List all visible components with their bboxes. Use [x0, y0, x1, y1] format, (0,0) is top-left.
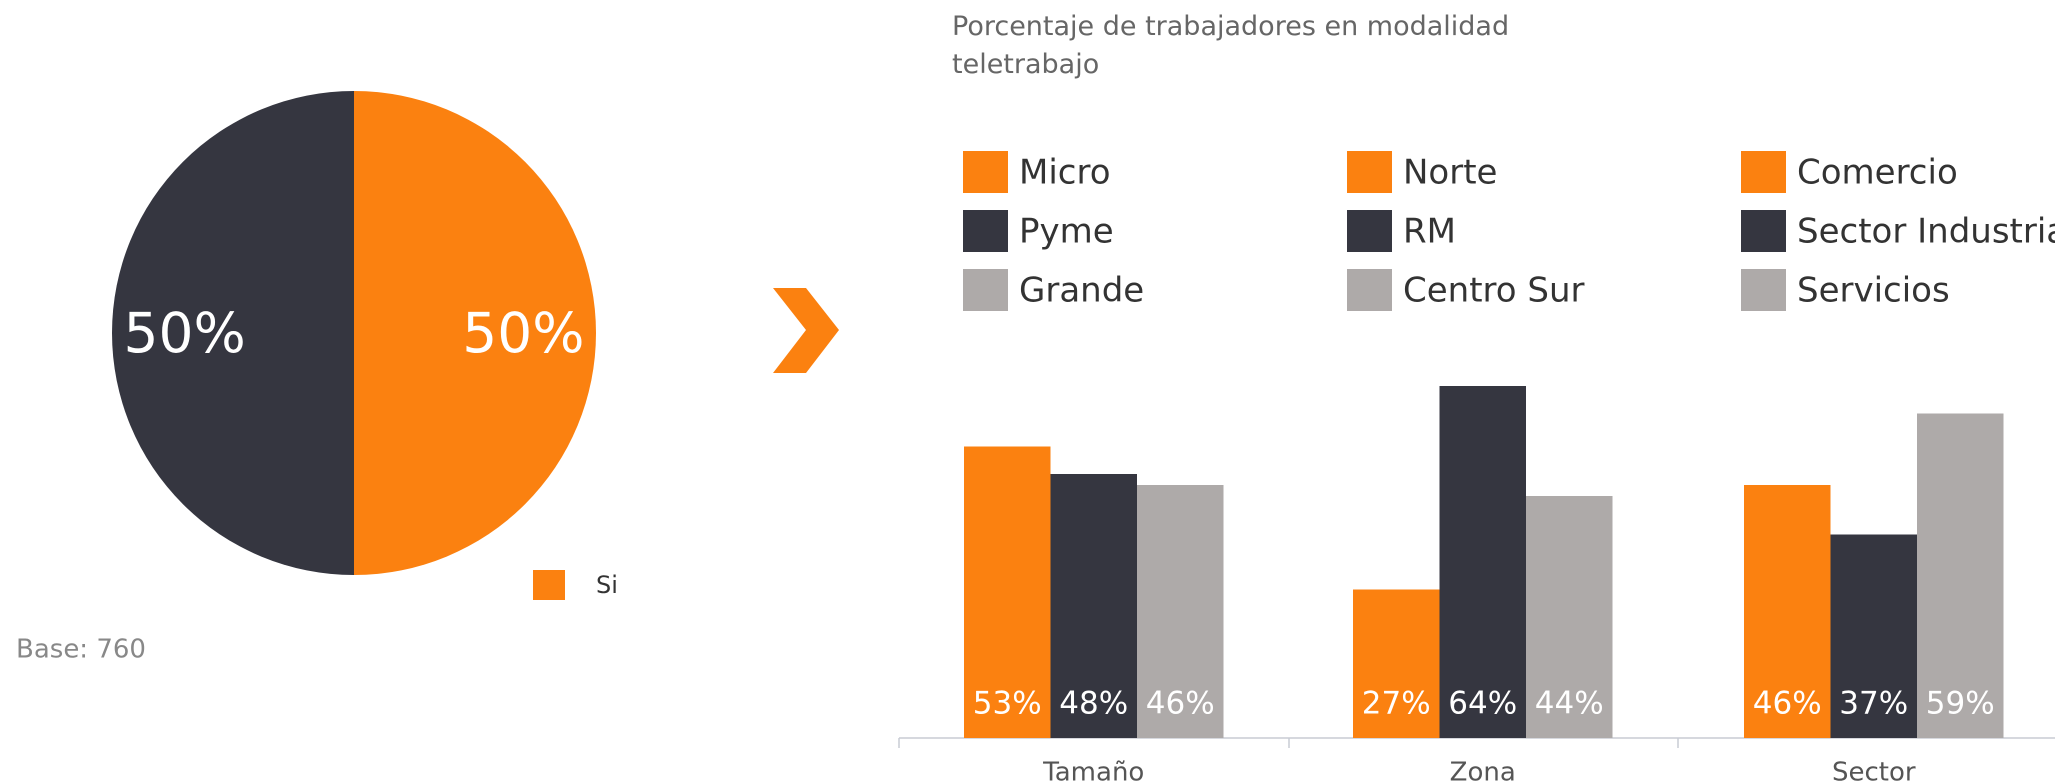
- bar: [1439, 386, 1526, 738]
- legend-swatch: [963, 210, 1008, 252]
- bar: [1526, 496, 1613, 738]
- legend-label: Pyme: [1019, 212, 1114, 252]
- legend-label: Sector Industrial: [1797, 212, 2055, 252]
- legend-label: Grande: [1019, 271, 1144, 311]
- legend-swatch: [533, 570, 565, 600]
- pie-slice: [354, 91, 596, 575]
- bar: [1137, 485, 1224, 738]
- slice-label: 50%: [123, 301, 245, 365]
- legend-swatch: [963, 269, 1008, 311]
- bar-value-label: 59%: [1926, 686, 1995, 722]
- legend-swatch: [1741, 210, 1786, 252]
- bar-value-label: 64%: [1448, 686, 1517, 722]
- bar-value-label: 44%: [1535, 686, 1604, 722]
- bar: [1050, 474, 1137, 738]
- legend-swatch: [963, 151, 1008, 193]
- legend-label: Centro Sur: [1403, 271, 1585, 311]
- legend-label: Servicios: [1797, 271, 1950, 311]
- bar: [1917, 413, 2004, 738]
- x-tick-label: Zona: [1450, 758, 1516, 784]
- legend-label: Si: [596, 571, 618, 599]
- legend-swatch: [1347, 151, 1392, 193]
- bar-value-label: 37%: [1839, 686, 1908, 722]
- bar-value-label: 53%: [973, 686, 1042, 722]
- bar: [1744, 485, 1831, 738]
- legend-swatch: [1347, 210, 1392, 252]
- legend-label: RM: [1403, 212, 1456, 252]
- pie-slice: [112, 91, 354, 575]
- bar-chart-title: Porcentaje de trabajadores en modalidad …: [952, 11, 1510, 80]
- bar: [1830, 534, 1917, 738]
- bar-value-label: 27%: [1362, 686, 1431, 722]
- legend-swatch: [1741, 269, 1786, 311]
- slice-label: 50%: [462, 301, 584, 365]
- bar-value-label: 46%: [1753, 686, 1822, 722]
- bar: [964, 446, 1051, 738]
- bar-value-label: 46%: [1146, 686, 1215, 722]
- legend-label: Micro: [1019, 153, 1111, 193]
- legend-swatch: [1741, 151, 1786, 193]
- x-tick-label: Tamaño: [1042, 758, 1144, 784]
- bar: [1353, 589, 1440, 738]
- base-note: Base: 760: [16, 635, 146, 665]
- legend-label: Comercio: [1797, 153, 1958, 193]
- legend-swatch: [1347, 269, 1392, 311]
- x-tick-label: Sector: [1832, 758, 1916, 784]
- legend-label: Norte: [1403, 153, 1497, 193]
- bar-value-label: 48%: [1059, 686, 1128, 722]
- chevron: [773, 288, 839, 373]
